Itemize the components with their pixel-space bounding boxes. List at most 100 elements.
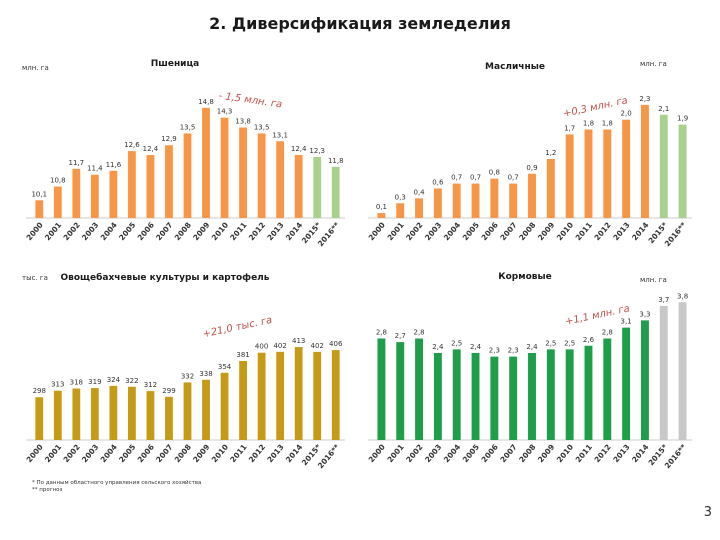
data-label: 2,6	[583, 336, 595, 344]
chart-title: Пшеница	[151, 59, 199, 69]
bar-2007	[165, 396, 173, 440]
bar-2006	[146, 391, 155, 440]
bar-2013	[622, 119, 631, 218]
data-label: 0,7	[451, 174, 462, 182]
data-label: 12,4	[143, 145, 159, 153]
bar-2015*	[313, 157, 322, 218]
change-annotation: +0,3 млн. га	[562, 95, 629, 119]
data-label: 2,0	[621, 110, 632, 118]
unit-label: млн. га	[640, 60, 667, 68]
x-tick-label: 2004	[442, 221, 462, 243]
data-label: 0,7	[470, 174, 481, 182]
footnote-source: * По данным областного управления сельск…	[32, 480, 202, 486]
page-number: 3	[703, 505, 712, 520]
x-tick-label: 2013	[611, 221, 631, 243]
x-tick-label: 2000	[367, 443, 387, 465]
data-label: 1,2	[545, 149, 556, 157]
x-tick-label: 2013	[611, 443, 631, 465]
chart-vegetables: Овощебахчевые культуры и картофель тыс. г…	[22, 272, 345, 470]
x-tick-label: 2012	[247, 443, 267, 465]
data-label: 2,8	[413, 329, 424, 337]
x-tick-label: 2004	[99, 443, 119, 465]
data-label: 381	[236, 351, 249, 359]
x-tick-label: 2011	[574, 221, 594, 243]
data-label: 332	[181, 372, 194, 380]
bar-2010	[565, 134, 574, 218]
x-tick-label: 2010	[555, 221, 575, 243]
x-tick-label: 2013	[265, 443, 285, 465]
change-annotation: +21,0 тыс. га	[202, 315, 274, 340]
x-tick-label: 2000	[367, 221, 387, 243]
data-label: 2,3	[639, 95, 650, 103]
bar-2007	[509, 356, 518, 440]
bar-2005	[471, 353, 480, 440]
bar-2007	[509, 183, 518, 218]
bar-2011	[584, 129, 593, 218]
bar-2013	[622, 327, 631, 440]
data-label: 312	[144, 381, 157, 389]
chart-title: Масличные	[485, 62, 545, 72]
data-label: 0,3	[395, 193, 406, 201]
x-tick-label: 2010	[210, 221, 230, 243]
bar-2003	[90, 174, 99, 218]
x-tick-label: 2001	[43, 221, 63, 243]
x-tick-label: 2003	[423, 443, 443, 465]
bar-2014	[294, 347, 303, 440]
data-label: 2,3	[508, 347, 519, 355]
data-label: 0,4	[413, 188, 425, 196]
bar-2003	[433, 353, 442, 440]
bar-2008	[183, 382, 192, 440]
x-tick-label: 2000	[24, 443, 44, 465]
x-tick-label: 2005	[117, 221, 137, 243]
bar-2004	[109, 170, 118, 218]
x-tick-label: 2011	[228, 221, 248, 243]
data-label: 402	[311, 342, 324, 350]
bar-2014	[640, 320, 649, 440]
x-tick-label: 2009	[536, 443, 556, 465]
data-label: 1,8	[583, 120, 594, 128]
x-tick-label: 2009	[191, 221, 211, 243]
unit-label: млн. га	[22, 64, 49, 72]
data-label: 3,7	[658, 296, 669, 304]
bar-2001	[53, 186, 62, 218]
bar-2006	[490, 356, 499, 440]
bar-2015*	[659, 114, 668, 218]
x-tick-label: 2003	[80, 221, 100, 243]
bar-2012	[257, 133, 266, 218]
data-label: 400	[255, 343, 268, 351]
x-tick-label: 2007	[498, 221, 518, 243]
bar-2008	[528, 353, 536, 440]
bar-2002	[72, 168, 81, 218]
unit-label: млн. га	[640, 276, 667, 284]
x-tick-label: 2002	[62, 221, 82, 243]
chart-wheat: Пшеница млн. га 10,1 2000 10,8 2001 11,7 2002 11…	[22, 59, 345, 248]
data-label: 1,8	[602, 120, 613, 128]
data-label: 2,3	[489, 347, 500, 355]
x-tick-label: 2004	[442, 443, 462, 465]
x-tick-label: 2006	[136, 221, 156, 243]
data-label: 12,3	[309, 147, 325, 155]
bar-2016**	[331, 166, 340, 218]
x-tick-label: 2012	[247, 221, 267, 243]
bar-2006	[490, 178, 499, 218]
bar-2009	[202, 379, 210, 440]
data-label: 338	[199, 370, 212, 378]
bar-2014	[294, 155, 303, 218]
bar-2003	[433, 188, 442, 218]
data-label: 12,4	[291, 145, 307, 153]
x-tick-label: 2006	[480, 443, 500, 465]
unit-label: тыс. га	[22, 274, 48, 282]
x-tick-label: 2003	[80, 443, 100, 465]
x-tick-label: 2011	[574, 443, 594, 465]
data-label: 2,5	[564, 339, 575, 347]
data-label: 406	[329, 340, 343, 348]
chart-title: Кормовые	[498, 272, 551, 282]
bar-2012	[257, 352, 266, 440]
x-tick-label: 2006	[480, 221, 500, 243]
x-tick-label: 2001	[385, 221, 405, 243]
bar-2013	[276, 351, 285, 440]
data-label: 13,8	[235, 118, 251, 126]
x-tick-label: 2002	[62, 443, 82, 465]
data-label: 298	[33, 387, 46, 395]
data-label: 11,8	[328, 157, 344, 165]
